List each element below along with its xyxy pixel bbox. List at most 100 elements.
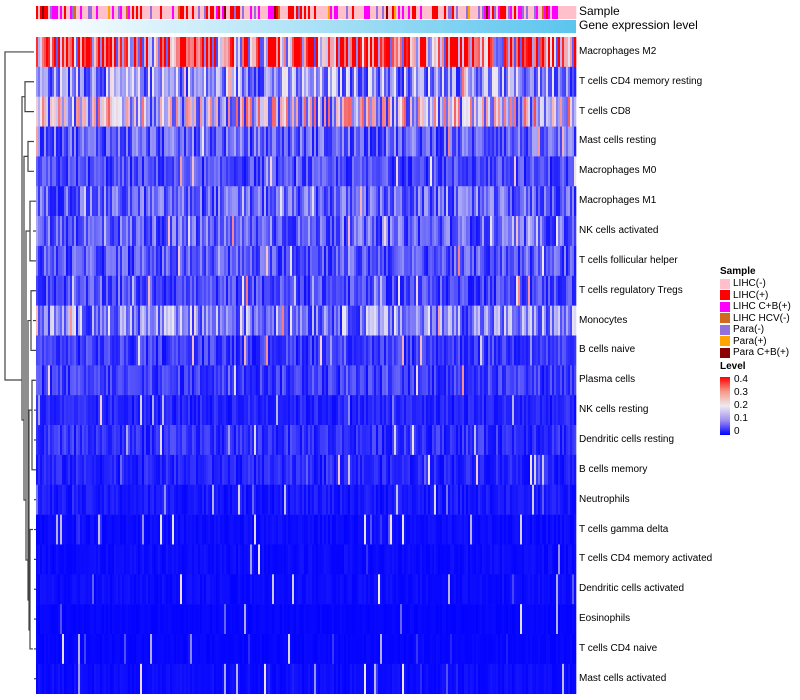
sample-cell [374,6,377,19]
sample-cell [382,6,385,19]
heatmap-cell [528,395,531,426]
heatmap-cell [240,37,243,68]
heatmap-cell [222,335,225,366]
heatmap-cell [98,216,101,247]
sample-cell [312,6,315,19]
heatmap-cell [312,275,315,306]
heatmap-cell [424,454,427,486]
heatmap-cell [208,216,211,247]
heatmap-cell [408,454,411,486]
heatmap-cell [204,216,207,247]
heatmap-cell [168,365,171,396]
heatmap-cell [130,37,133,68]
heatmap-cell [178,484,181,515]
heatmap-cell [530,275,533,306]
heatmap-cell [530,216,533,247]
heatmap-cell [268,245,271,277]
heatmap-cell [362,66,365,97]
heatmap-cell [124,37,127,68]
heatmap-cell [558,66,561,97]
heatmap-cell [536,245,539,277]
heatmap-cell [96,275,99,306]
heatmap-cell [210,156,213,187]
heatmap-cell [320,245,323,277]
heatmap-cell [350,37,353,68]
heatmap-cell [308,395,311,426]
heatmap-cell [124,186,127,217]
heatmap-cell [442,335,445,366]
heatmap-cell [332,425,335,456]
heatmap-cell [466,66,469,97]
heatmap-cell [70,454,73,486]
heatmap-cell [138,156,141,187]
heatmap-cell [130,156,133,187]
heatmap-cell [80,365,83,396]
heatmap-cell [136,216,139,247]
heatmap-cell [498,335,501,366]
heatmap-cell [504,514,507,545]
heatmap-cell [492,335,495,366]
heatmap-cell [550,305,553,336]
heatmap-cell [260,126,263,157]
heatmap-cell [148,514,151,545]
heatmap-cell [392,514,395,545]
heatmap-cell [482,395,485,426]
heatmap-cell [530,484,533,515]
heatmap-cell [214,156,217,187]
heatmap-cell [370,365,373,396]
heatmap-cell [314,395,317,426]
heatmap-cell [76,216,79,247]
heatmap-cell [428,245,431,277]
heatmap-cell [290,245,293,277]
heatmap-cell [486,275,489,306]
heatmap-cell [448,156,451,187]
heatmap-cell [448,454,451,486]
sample-cell [368,6,371,19]
heatmap-cell [392,186,395,217]
heatmap-cell [500,186,503,217]
heatmap-cell [222,245,225,277]
heatmap-cell [88,96,91,127]
heatmap-cell [538,126,541,157]
heatmap-cell [220,216,223,247]
heatmap-cell [388,37,391,68]
heatmap-cell [474,395,477,426]
heatmap-cell [570,425,573,456]
heatmap-cell [346,156,349,187]
heatmap-cell [260,514,263,545]
heatmap-cell [392,96,395,127]
heatmap-cell [362,395,365,426]
heatmap-cell [472,484,475,515]
heatmap-cell [38,156,41,187]
heatmap-cell [294,275,297,306]
heatmap-cell [42,484,45,515]
heatmap-cell [152,305,155,336]
heatmap-cell [378,365,381,396]
heatmap-cell [414,245,417,277]
heatmap-cell [302,395,305,426]
heatmap-cell [52,395,55,426]
heatmap-cell [402,156,405,187]
heatmap-cell [170,156,173,187]
heatmap-cell [546,245,549,277]
heatmap-cell [506,425,509,456]
heatmap-cell [508,275,511,306]
heatmap-cell [474,305,477,336]
heatmap-cell [568,365,571,396]
heatmap-cell [486,454,489,486]
heatmap-cell [382,216,385,247]
heatmap-cell [472,425,475,456]
heatmap-cell [252,395,255,426]
heatmap-cell [186,365,189,396]
sample-cell [114,6,117,19]
heatmap-cell [138,514,141,545]
heatmap-cell [144,275,147,306]
heatmap-cell [498,454,501,486]
heatmap-cell [298,275,301,306]
heatmap-cell [74,245,77,277]
heatmap-cell [230,395,233,426]
heatmap-cell [92,544,95,575]
heatmap-cell [526,335,529,366]
heatmap-cell [418,425,421,456]
heatmap-cell [232,484,235,515]
